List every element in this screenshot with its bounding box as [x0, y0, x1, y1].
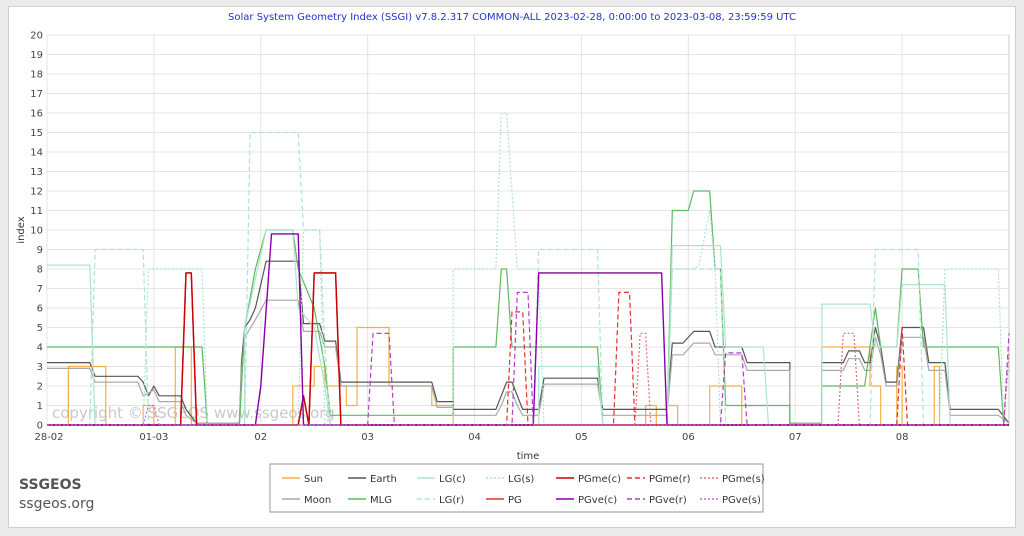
x-tick-label: 06	[682, 432, 695, 443]
y-tick-label: 13	[30, 167, 43, 178]
legend-label: PGme(s)	[722, 474, 765, 485]
x-tick-label: 07	[789, 432, 802, 443]
y-tick-label: 10	[30, 226, 43, 237]
y-tick-label: 7	[37, 284, 43, 295]
series-line-pgve-r	[47, 291, 1010, 426]
y-tick-label: 2	[37, 382, 43, 393]
series-line-pgme-r	[47, 291, 1009, 426]
y-tick-label: 1	[37, 401, 43, 412]
legend-box	[269, 463, 764, 513]
x-axis-label: time	[517, 451, 540, 462]
x-tick-label: 03	[361, 432, 374, 443]
series-layer	[47, 112, 1010, 426]
y-tick-label: 4	[37, 343, 43, 354]
x-axis: 28-02 01-03 02 03 04 05 06 07 08	[34, 432, 908, 443]
y-tick-label: 8	[37, 265, 43, 276]
y-tick-label: 16	[30, 109, 43, 120]
legend-label: MLG	[370, 495, 392, 506]
legend-label: PGve(c)	[578, 495, 617, 506]
legend-label: LG(s)	[508, 474, 534, 485]
y-axis-label: index	[16, 216, 27, 243]
x-tick-label: 05	[575, 432, 588, 443]
y-tick-label: 19	[30, 50, 43, 61]
legend-label: Moon	[304, 495, 331, 506]
series-line-pgve-s	[47, 404, 1009, 426]
y-tick-label: 6	[37, 304, 43, 315]
y-tick-label: 14	[30, 148, 43, 159]
legend-label: LG(c)	[439, 474, 466, 485]
legend-label: Sun	[304, 474, 323, 485]
chart-title: Solar System Geometry Index (SSGI) v7.8.…	[228, 12, 796, 23]
legend-label: Earth	[370, 474, 397, 485]
series-line-pgme-s	[47, 332, 1010, 426]
y-tick-label: 11	[30, 206, 43, 217]
y-tick-label: 15	[30, 128, 43, 139]
y-tick-label: 9	[37, 245, 43, 256]
legend-label: PGve(r)	[649, 495, 687, 506]
legend-label: LG(r)	[439, 495, 464, 506]
x-tick-label: 02	[254, 432, 267, 443]
brand-url[interactable]: ssgeos.org	[19, 496, 95, 512]
y-tick-label: 0	[37, 421, 43, 432]
x-tick-label: 01-03	[139, 432, 168, 443]
x-tick-label: 08	[896, 432, 909, 443]
y-tick-label: 5	[37, 323, 43, 334]
x-tick-label: 04	[468, 432, 481, 443]
watermark: copyright © SSGEOS www.ssgeos.org	[52, 404, 335, 422]
x-tick-label: 28-02	[34, 432, 63, 443]
y-tick-label: 12	[30, 187, 43, 198]
legend: Sun Earth LG(c) LG(s) PGme(c) PGme(r) PGme(s) M…	[282, 474, 765, 506]
y-tick-label: 20	[30, 31, 43, 42]
legend-label: PGme(r)	[649, 474, 691, 485]
y-tick-label: 18	[30, 70, 43, 81]
series-line-pgme-c	[47, 272, 1009, 426]
y-tick-label: 3	[37, 362, 43, 373]
legend-label: PGve(s)	[722, 495, 761, 506]
legend-label: PG	[508, 495, 522, 506]
brand-name: SSGEOS	[19, 477, 82, 493]
legend-label: PGme(c)	[578, 474, 621, 485]
y-tick-label: 17	[30, 89, 43, 100]
